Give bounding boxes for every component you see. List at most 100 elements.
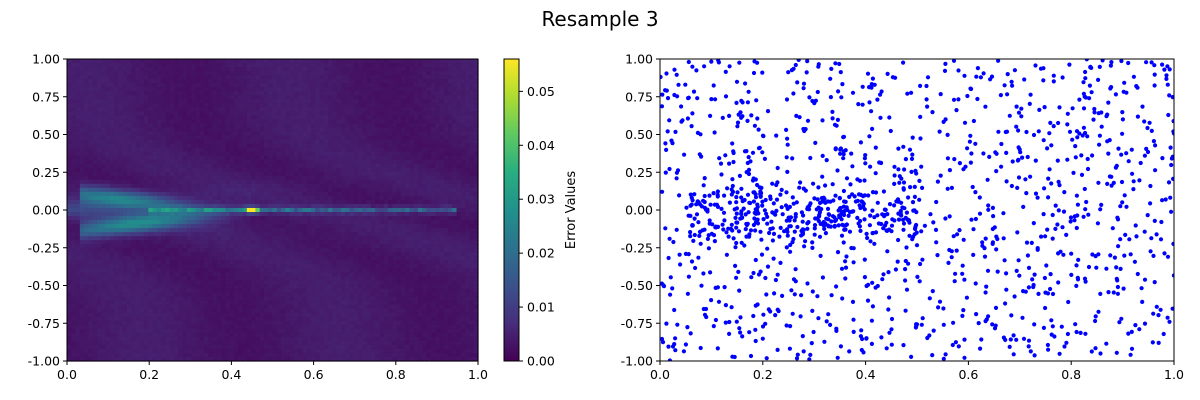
- heatmap-cell: [349, 203, 355, 209]
- heatmap-cell: [302, 155, 308, 161]
- heatmap-cell: [212, 111, 218, 116]
- heatmap-cell: [298, 175, 304, 181]
- heatmap-cell: [456, 147, 462, 153]
- heatmap-cell: [285, 139, 291, 145]
- heatmap-cell: [358, 143, 364, 149]
- heatmap-cell: [255, 67, 261, 72]
- heatmap-cell: [452, 171, 458, 177]
- heatmap-cell: [272, 75, 278, 80]
- heatmap-cell: [255, 203, 261, 209]
- heatmap-cell: [332, 143, 338, 149]
- heatmap-cell: [67, 83, 72, 88]
- heatmap-cell: [422, 131, 428, 137]
- heatmap-cell: [114, 183, 119, 189]
- heatmap-cell: [221, 75, 227, 80]
- heatmap-cell: [469, 155, 475, 161]
- heatmap-cell: [79, 248, 85, 253]
- heatmap-cell: [456, 264, 462, 269]
- heatmap-cell: [409, 127, 415, 133]
- heatmap-cell: [426, 252, 432, 257]
- heatmap-cell: [409, 179, 415, 185]
- heatmap-cell: [473, 95, 479, 100]
- heatmap-cell: [139, 87, 145, 92]
- heatmap-cell: [392, 127, 398, 133]
- heatmap-cell: [341, 95, 346, 100]
- heatmap-cell: [212, 244, 218, 249]
- heatmap-cell: [92, 167, 98, 173]
- heatmap-cell: [165, 244, 171, 249]
- heatmap-cell: [409, 155, 415, 161]
- heatmap-cell: [161, 207, 167, 213]
- heatmap-cell: [418, 95, 423, 100]
- heatmap-cell: [383, 155, 389, 161]
- heatmap-cell: [259, 59, 265, 64]
- heatmap-cell: [358, 207, 364, 213]
- heatmap-cell: [263, 123, 269, 129]
- heatmap-cell: [195, 67, 201, 72]
- heatmap-cell: [156, 191, 162, 197]
- heatmap-cell: [366, 147, 372, 153]
- heatmap-cell: [156, 179, 162, 185]
- heatmap-cell: [268, 187, 274, 193]
- heatmap-cell: [311, 228, 316, 233]
- heatmap-cell: [195, 248, 201, 253]
- heatmap-cell: [413, 171, 419, 177]
- heatmap-cell: [293, 207, 299, 213]
- heatmap-cell: [285, 187, 291, 193]
- heatmap-cell: [319, 175, 325, 181]
- heatmap-cell: [131, 75, 137, 80]
- heatmap-cell: [448, 143, 453, 149]
- heatmap-cell: [156, 248, 162, 253]
- heatmap-cell: [323, 212, 329, 217]
- heatmap-cell: [242, 131, 248, 137]
- heatmap-cell: [122, 199, 128, 205]
- heatmap-cell: [298, 183, 304, 189]
- heatmap-cell: [358, 264, 364, 269]
- heatmap-cell: [341, 183, 346, 189]
- heatmap-cell: [370, 220, 376, 225]
- heatmap-cell: [199, 111, 205, 116]
- heatmap-cell: [276, 224, 282, 229]
- heatmap-cell: [302, 75, 308, 80]
- heatmap-cell: [281, 79, 286, 84]
- heatmap-cell: [302, 163, 308, 169]
- heatmap-cell: [182, 248, 188, 253]
- heatmap-cell: [96, 71, 102, 76]
- heatmap-cell: [422, 240, 428, 245]
- heatmap-cell: [388, 256, 393, 261]
- heatmap-cell: [370, 264, 376, 269]
- heatmap-cell: [135, 63, 141, 68]
- heatmap-cell: [144, 195, 149, 201]
- heatmap-cell: [473, 191, 479, 197]
- heatmap-cell: [452, 91, 458, 96]
- heatmap-cell: [319, 220, 325, 225]
- heatmap-cell: [79, 220, 85, 225]
- heatmap-cell: [186, 260, 192, 265]
- heatmap-cell: [71, 79, 77, 84]
- heatmap-cell: [336, 224, 342, 229]
- heatmap-cell: [71, 179, 77, 185]
- heatmap-cell: [67, 240, 72, 245]
- heatmap-cell: [67, 195, 72, 201]
- heatmap-cell: [315, 187, 321, 193]
- heatmap-cell: [109, 252, 115, 257]
- heatmap-cell: [418, 175, 423, 181]
- heatmap-cell: [418, 183, 423, 189]
- heatmap-cell: [405, 151, 411, 157]
- heatmap-cell: [311, 63, 316, 68]
- heatmap-cell: [212, 203, 218, 209]
- heatmap-cell: [443, 123, 449, 129]
- heatmap-cell: [118, 240, 124, 245]
- heatmap-cell: [452, 83, 458, 88]
- heatmap-cell: [413, 83, 419, 88]
- heatmap-cell: [75, 175, 81, 181]
- heatmap-cell: [238, 191, 244, 197]
- heatmap-cell: [152, 191, 158, 197]
- heatmap-cell: [216, 87, 222, 92]
- heatmap-cell: [448, 159, 453, 165]
- heatmap-cell: [400, 203, 406, 209]
- heatmap-cell: [366, 183, 372, 189]
- heatmap-cell: [182, 224, 188, 229]
- heatmap-cell: [144, 83, 149, 88]
- heatmap-cell: [251, 232, 256, 237]
